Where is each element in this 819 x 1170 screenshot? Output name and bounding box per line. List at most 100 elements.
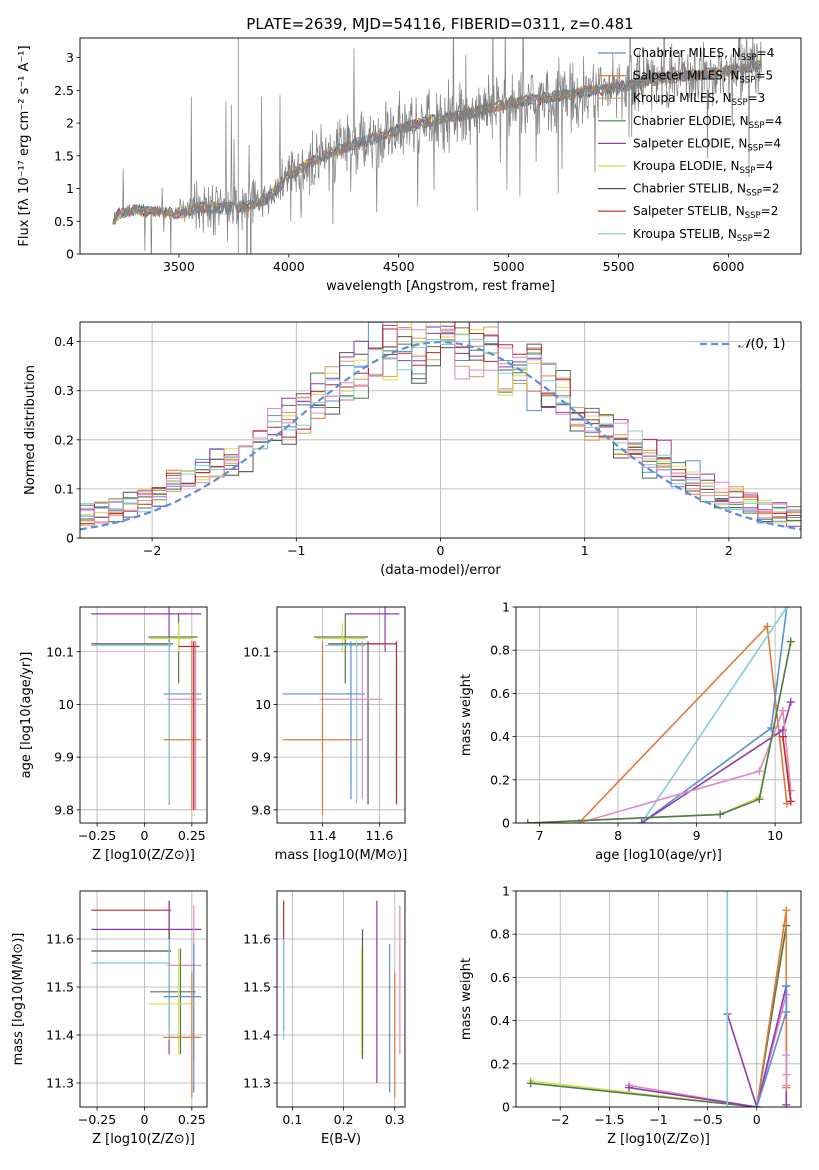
axes-frame xyxy=(276,890,406,1108)
x-tick-label: −1 xyxy=(649,1112,667,1127)
x-tick-label: −2 xyxy=(551,1112,569,1127)
legend-label: Kroupa MILES, NSSP=3 xyxy=(633,91,765,108)
y-tick-label: 0.4 xyxy=(490,729,510,744)
plus-marker xyxy=(755,795,764,804)
plus-marker xyxy=(752,1103,761,1107)
y-axis-label: Normed distribution xyxy=(23,365,38,495)
y-tick-label: 0.2 xyxy=(490,1056,510,1071)
mass-weight-line xyxy=(640,607,788,823)
axes-frame xyxy=(79,890,208,1108)
x-axis-label: wavelength [Angstrom, rest frame] xyxy=(326,279,555,294)
plus-marker xyxy=(782,1007,791,1016)
x-tick-label: 0.3 xyxy=(385,1112,405,1127)
legend-label: Salpeter ELODIE, NSSP=4 xyxy=(633,136,781,153)
panel-residuals: −2 −1 0 1 2 0 0.1 0.2 0.3 0.4 (data-model)/error No… xyxy=(23,321,802,578)
x-axis-label: age [log10(age/yr)] xyxy=(595,848,722,863)
x-tick-label: −0.25 xyxy=(78,1112,116,1127)
y-tick-label: 9.9 xyxy=(251,750,271,765)
plus-marker xyxy=(782,1051,791,1060)
plus-marker xyxy=(782,1081,791,1090)
y-tick-label: 0.4 xyxy=(54,334,74,349)
y-tick-label: 0 xyxy=(66,531,74,546)
tick-marks: −0.25 0 0.25 9.8 9.9 10 10.1 xyxy=(46,644,206,843)
plus-marker xyxy=(778,706,787,715)
y-tick-label: 9.8 xyxy=(251,802,271,817)
tick-marks: 7 8 9 10 0 0.2 0.4 0.6 0.8 1 xyxy=(490,600,783,844)
x-tick-label: 8 xyxy=(614,828,622,843)
y-tick-label: 11.5 xyxy=(243,980,271,995)
y-tick-label: 0.8 xyxy=(490,643,510,658)
panel-age_vs_Z: −0.25 0 0.25 9.8 9.9 10 10.1 Z [log10(Z/Z⊙)] age… xyxy=(19,606,208,863)
y-tick-label: 0.5 xyxy=(54,214,74,229)
x-tick-label: −0.25 xyxy=(78,828,116,843)
y-tick-label: 2.5 xyxy=(54,83,74,98)
axes-frame xyxy=(276,606,406,824)
panels: 3500 4000 4500 5000 5500 600000.511.522.53wav… xyxy=(11,37,802,1147)
plus-marker xyxy=(637,819,646,823)
x-axis-label: Z [log10(Z/Z⊙)] xyxy=(607,1132,710,1147)
x-tick-label: 0.2 xyxy=(334,1112,354,1127)
legend-label: 𝒩(0, 1) xyxy=(738,337,785,352)
y-tick-label: 1.5 xyxy=(54,148,74,163)
panel-spectrum: 3500 4000 4500 5000 5500 6000 0 0.5 1 1.5 2 2.5 3 wav… xyxy=(17,37,802,294)
plus-marker xyxy=(723,1103,732,1107)
y-tick-label: 0.3 xyxy=(54,383,74,398)
panel-mass_vs_ebv: 0.1 0.2 0.3 11.3 11.4 11.5 11.6 E(B-V) xyxy=(243,890,406,1147)
plus-marker xyxy=(526,1079,535,1088)
x-tick-label: 11.4 xyxy=(309,828,337,843)
x-tick-label: 5500 xyxy=(603,259,635,274)
x-tick-label: −0.5 xyxy=(692,1112,722,1127)
y-axis-label: age [log10(age/yr)] xyxy=(19,652,34,779)
y-tick-label: 0.2 xyxy=(54,432,74,447)
x-tick-label: 2 xyxy=(725,543,733,558)
x-tick-label: 3500 xyxy=(163,259,195,274)
x-tick-label: 11.6 xyxy=(365,828,393,843)
x-axis-label: Z [log10(Z/Z⊙)] xyxy=(92,848,195,863)
y-tick-label: 11.3 xyxy=(46,1076,74,1091)
axes-frame xyxy=(79,606,208,824)
y-axis-label: mass weight xyxy=(459,674,474,756)
plot-area xyxy=(283,900,401,1098)
plus-marker xyxy=(755,767,764,776)
y-axis-label: mass weight xyxy=(459,958,474,1040)
y-axis-label: Flux [fλ 10⁻¹⁷ erg cm⁻² s⁻¹ A⁻¹] xyxy=(17,45,32,246)
y-tick-label: 11.6 xyxy=(243,932,271,947)
plot-area xyxy=(112,38,762,254)
plot-area xyxy=(526,891,791,1107)
y-tick-label: 0 xyxy=(502,1100,510,1115)
y-axis-label: mass [log10(M/M⊙)] xyxy=(11,933,26,1066)
plus-marker xyxy=(786,786,795,795)
legend-label: Chabrier MILES, NSSP=4 xyxy=(633,46,774,63)
legend-label: Chabrier STELIB, NSSP=2 xyxy=(633,182,780,199)
plus-marker xyxy=(523,819,532,823)
panel-massweight_vs_Z: −2 −1.5 −1 −0.5 0 0 0.2 0.4 0.6 0.8 1 Z [log10(Z/Z⊙… xyxy=(459,884,802,1147)
y-tick-label: 2 xyxy=(66,116,74,131)
legend-label: Chabrier ELODIE, NSSP=4 xyxy=(633,114,782,131)
plot-area xyxy=(91,607,202,810)
y-tick-label: 1 xyxy=(502,600,510,615)
plus-marker xyxy=(782,607,791,611)
y-tick-label: 10.1 xyxy=(46,644,74,659)
axes-frame xyxy=(79,321,802,539)
y-tick-label: 9.8 xyxy=(54,802,74,817)
plot-area xyxy=(523,607,795,823)
x-axis-label: mass [log10(M/M⊙)] xyxy=(275,848,408,863)
plus-marker xyxy=(786,797,795,806)
mass-weight-line xyxy=(782,736,792,802)
y-tick-label: 3 xyxy=(66,50,74,65)
plot-area xyxy=(80,322,801,531)
y-tick-label: 0.6 xyxy=(490,686,510,701)
x-axis-label: Z [log10(Z/Z⊙)] xyxy=(92,1132,195,1147)
x-tick-label: 10 xyxy=(767,828,783,843)
panel-massweight_vs_age: 7 8 9 10 0 0.2 0.4 0.6 0.8 1 age [log10(age/yr)] ma… xyxy=(459,600,802,863)
x-tick-label: 0.25 xyxy=(178,828,206,843)
plot-area xyxy=(91,900,202,1098)
legend-label: Kroupa ELODIE, NSSP=4 xyxy=(633,159,773,176)
y-tick-label: 9.9 xyxy=(54,750,74,765)
plus-marker xyxy=(782,906,791,915)
legend: 𝒩(0, 1) xyxy=(700,337,785,352)
histogram-step-line xyxy=(80,325,801,524)
y-tick-label: 11.4 xyxy=(46,1028,74,1043)
x-tick-label: 0 xyxy=(140,1112,148,1127)
